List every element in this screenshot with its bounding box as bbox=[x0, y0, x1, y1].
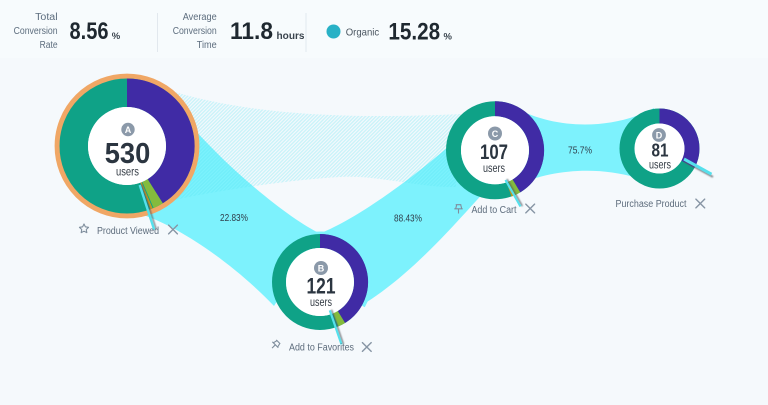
svg-text:88.43%: 88.43% bbox=[394, 213, 422, 225]
svg-text:Conversion: Conversion bbox=[173, 26, 217, 37]
svg-text:Average: Average bbox=[183, 12, 217, 23]
svg-text:C: C bbox=[492, 129, 499, 139]
svg-text:users: users bbox=[649, 160, 671, 172]
svg-text:D: D bbox=[656, 130, 663, 140]
svg-text:B: B bbox=[318, 263, 325, 273]
svg-text:Purchase Product: Purchase Product bbox=[616, 199, 687, 210]
svg-text:Time: Time bbox=[197, 40, 217, 51]
svg-text:A: A bbox=[125, 125, 132, 135]
svg-text:Rate: Rate bbox=[40, 40, 58, 51]
svg-text:107: 107 bbox=[480, 141, 508, 164]
svg-text:hours: hours bbox=[277, 31, 305, 42]
svg-text:%: % bbox=[444, 31, 453, 42]
svg-text:11.8: 11.8 bbox=[230, 18, 273, 45]
svg-text:Product Viewed: Product Viewed bbox=[97, 226, 159, 237]
svg-text:Add to Favorites: Add to Favorites bbox=[289, 343, 354, 354]
svg-text:75.7%: 75.7% bbox=[568, 145, 592, 157]
svg-text:8.56: 8.56 bbox=[70, 18, 109, 45]
svg-text:users: users bbox=[483, 163, 505, 175]
svg-text:Organic: Organic bbox=[346, 26, 380, 38]
svg-text:Add to Cart: Add to Cart bbox=[472, 205, 517, 216]
svg-text:530: 530 bbox=[105, 138, 151, 170]
svg-text:%: % bbox=[112, 31, 121, 42]
svg-text:121: 121 bbox=[307, 274, 336, 299]
svg-text:Conversion: Conversion bbox=[14, 26, 58, 37]
svg-text:users: users bbox=[116, 167, 139, 179]
svg-text:15.28: 15.28 bbox=[388, 18, 440, 45]
svg-text:22.83%: 22.83% bbox=[220, 212, 248, 224]
svg-text:users: users bbox=[310, 297, 332, 309]
svg-text:Total: Total bbox=[35, 12, 58, 23]
svg-text:81: 81 bbox=[652, 140, 669, 161]
